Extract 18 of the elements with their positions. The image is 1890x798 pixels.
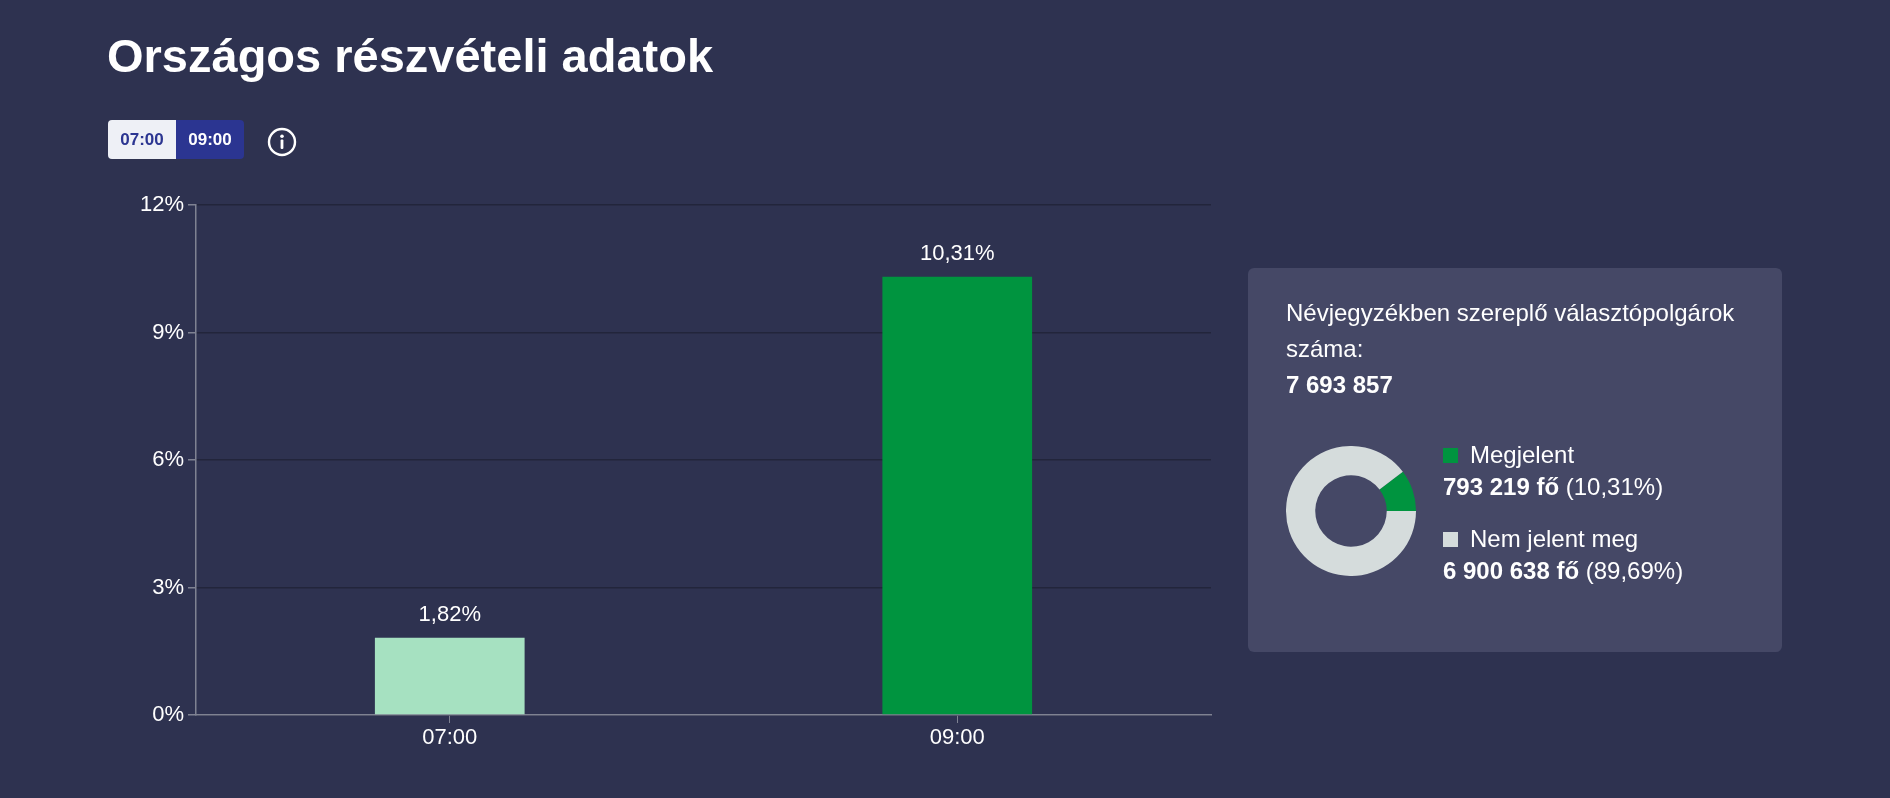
y-tick-label: 12% <box>139 191 184 217</box>
x-tick-label: 07:00 <box>422 724 478 750</box>
y-tick-label: 6% <box>152 446 184 472</box>
y-tick-label: 3% <box>152 573 184 599</box>
legend-label: Megjelent <box>1470 441 1575 469</box>
data-label: 10,31% <box>919 239 995 265</box>
y-tick-label: 9% <box>152 318 184 344</box>
time-toggle-button: 07:00 <box>108 120 176 159</box>
data-label: 6 900 638 fő (89,69%) <box>1443 557 1684 584</box>
time-toggle-button: 09:00 <box>176 120 244 159</box>
data-label: 793 219 fő (10,31%) <box>1443 473 1664 500</box>
data-label: 1,82% <box>418 600 481 626</box>
legend-label: Nem jelent meg <box>1470 525 1639 553</box>
x-tick-label: 09:00 <box>929 724 985 750</box>
chart-title: Névjegyzékben szereplő választópolgárok száma: <box>1286 299 1735 362</box>
chart-subtitle: 7 693 857 <box>1286 371 1393 398</box>
chart-title: Országos részvételi adatok <box>107 29 714 82</box>
y-tick-label: 0% <box>152 701 184 727</box>
